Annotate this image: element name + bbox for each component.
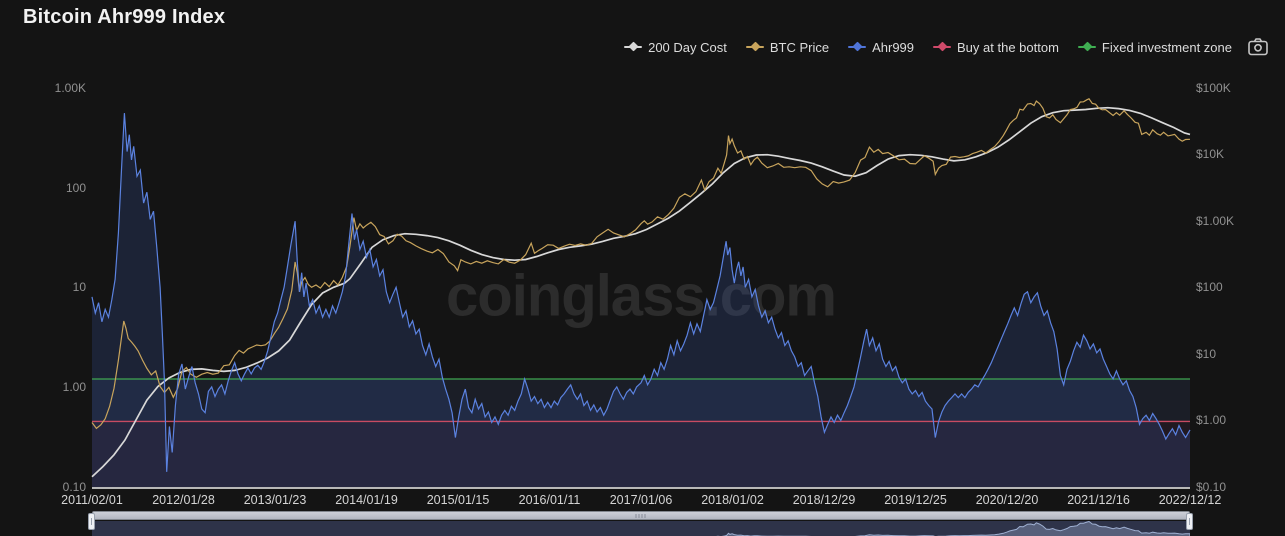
navigator-series [716, 521, 1190, 536]
x-axis-tick-label: 2018/01/02 [701, 493, 764, 507]
y-axis-tick-label: $100 [1196, 280, 1223, 295]
x-axis-tick-label: 2022/12/12 [1158, 493, 1222, 507]
x-axis-tick-label: 2020/12/20 [975, 493, 1039, 507]
y-axis-tick-label: 1.00 [62, 379, 86, 394]
legend-item-label: Fixed investment zone [1101, 39, 1232, 55]
navigator[interactable] [92, 521, 1190, 536]
legend-marker-icon [848, 41, 867, 52]
legend-marker-icon [1077, 41, 1096, 52]
y-axis-tick-label: $10K [1196, 147, 1225, 162]
btc-price-line [91, 98, 1191, 430]
navigator-handle-left[interactable] [88, 513, 95, 530]
navigator-scrollbar[interactable] [92, 511, 1190, 520]
x-axis-tick-label: 2018/12/29 [792, 493, 856, 507]
legend-item[interactable]: Buy at the bottom [933, 40, 1059, 55]
y-axis-tick-label: $1.00 [1196, 413, 1227, 428]
y-axis-tick-label: 0.10 [62, 479, 86, 494]
x-axis-tick-label: 2016/01/11 [518, 493, 581, 507]
y-axis-tick-label: 1.00K [54, 81, 86, 95]
cost-200d-line [91, 106, 1191, 478]
x-axis-tick-label: 2011/02/01 [61, 493, 123, 507]
legend-item-label: 200 Day Cost [648, 39, 727, 55]
x-axis-tick-label: 2012/01/28 [152, 493, 215, 507]
legend: 200 Day Cost BTC Price Ahr999 Buy at the bo… [624, 39, 1232, 55]
legend-item-label: BTC Price [769, 39, 830, 55]
fixed-investment-band [92, 378, 1190, 422]
y-axis-tick-label: $10 [1196, 346, 1217, 361]
legend-item[interactable]: 200 Day Cost [624, 40, 727, 55]
x-axis-tick-label: 2019/12/25 [884, 493, 947, 507]
x-axis-tick-label: 2021/12/16 [1067, 493, 1130, 507]
y-axis-tick-label: 100 [65, 180, 86, 195]
ahr999-line [91, 113, 1191, 472]
x-axis-tick-label: 2014/01/19 [335, 493, 398, 507]
y-axis-tick-label: $0.10 [1196, 479, 1227, 494]
navigator-handle-right[interactable] [1186, 513, 1193, 530]
legend-marker-icon [745, 41, 764, 52]
camera-button[interactable] [1244, 37, 1272, 59]
y-axis-tick-label: $100K [1196, 81, 1231, 95]
legend-item-label: Buy at the bottom [957, 39, 1059, 55]
camera-icon [1248, 38, 1268, 56]
legend-item[interactable]: Ahr999 [848, 40, 914, 55]
page-title: Bitcoin Ahr999 Index [23, 6, 226, 28]
x-axis-tick-label: 2017/01/06 [609, 493, 673, 507]
scrollbar-grip-icon [635, 514, 647, 518]
legend-marker-icon [624, 41, 643, 52]
legend-item-label: Ahr999 [872, 39, 915, 55]
legend-item[interactable]: Fixed investment zone [1077, 39, 1232, 55]
x-axis-tick-label: 2015/01/15 [426, 493, 490, 507]
y-axis-tick-label: $1.00K [1196, 213, 1235, 228]
buy-bottom-band [92, 421, 1190, 488]
legend-item[interactable]: BTC Price [745, 39, 830, 55]
legend-marker-icon [933, 41, 952, 52]
ahr999-area [92, 113, 1190, 488]
y-axis-tick-label: 10 [72, 280, 86, 295]
x-axis-tick-label: 2013/01/23 [243, 493, 307, 507]
